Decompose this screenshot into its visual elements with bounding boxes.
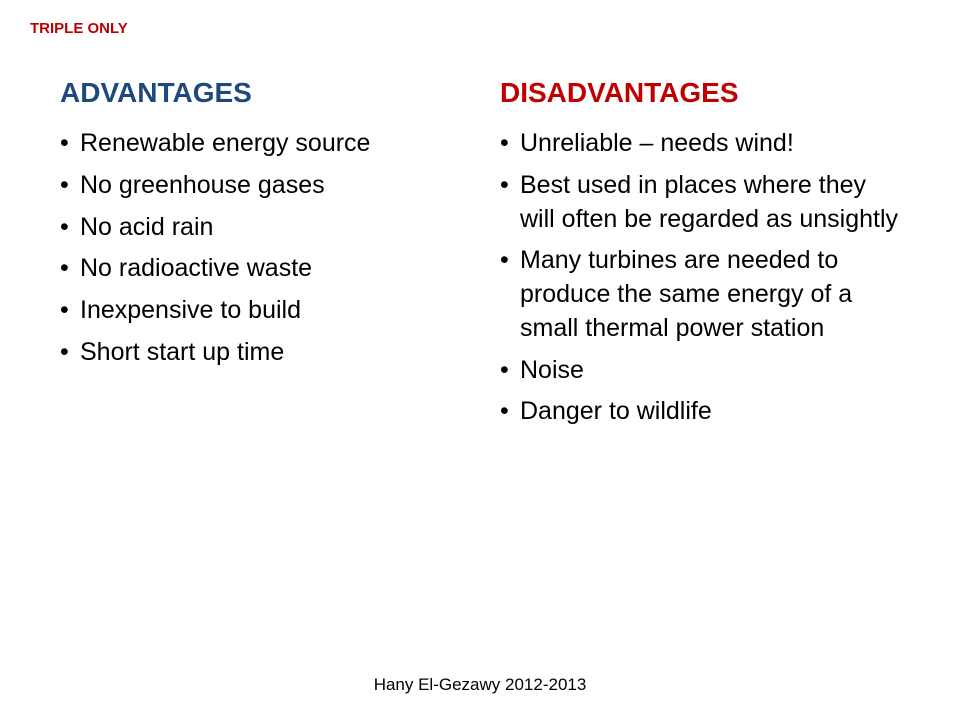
advantages-heading: ADVANTAGES	[60, 77, 460, 109]
list-item: Short start up time	[60, 336, 460, 370]
two-column-layout: ADVANTAGES Renewable energy source No gr…	[60, 77, 900, 437]
advantages-column: ADVANTAGES Renewable energy source No gr…	[60, 77, 460, 437]
list-item: Unreliable – needs wind!	[500, 127, 900, 161]
list-item: No radioactive waste	[60, 252, 460, 286]
advantages-list: Renewable energy source No greenhouse ga…	[60, 127, 460, 370]
footer-credit: Hany El-Gezawy 2012-2013	[0, 675, 960, 695]
list-item: Noise	[500, 354, 900, 388]
disadvantages-column: DISADVANTAGES Unreliable – needs wind! B…	[500, 77, 900, 437]
list-item: Renewable energy source	[60, 127, 460, 161]
disadvantages-heading: DISADVANTAGES	[500, 77, 900, 109]
list-item: No acid rain	[60, 211, 460, 245]
list-item: Inexpensive to build	[60, 294, 460, 328]
disadvantages-list: Unreliable – needs wind! Best used in pl…	[500, 127, 900, 429]
list-item: Many turbines are needed to produce the …	[500, 244, 900, 345]
list-item: Danger to wildlife	[500, 395, 900, 429]
list-item: No greenhouse gases	[60, 169, 460, 203]
list-item: Best used in places where they will ofte…	[500, 169, 900, 237]
slide-tag: TRIPLE ONLY	[30, 20, 900, 37]
